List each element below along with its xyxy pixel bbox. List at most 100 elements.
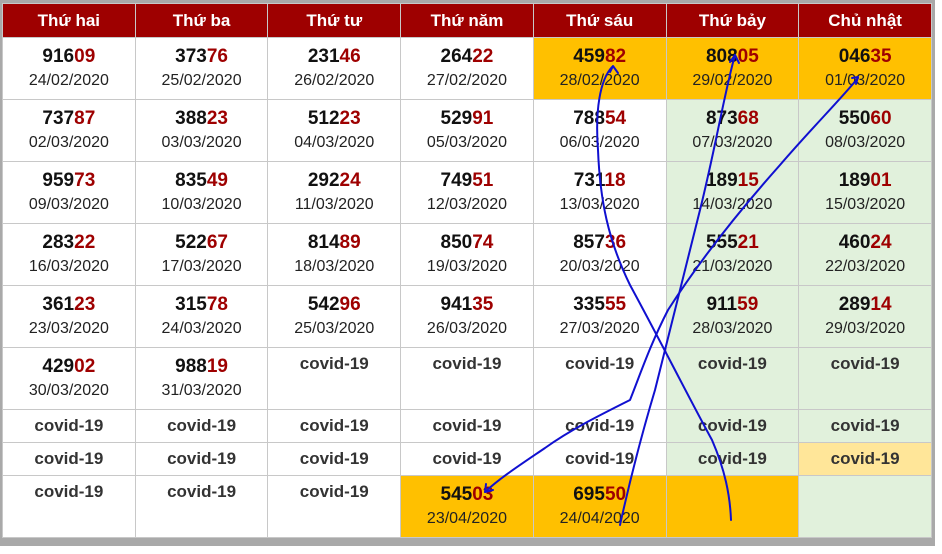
result-leading-digits: 749 — [440, 170, 473, 191]
day-cell: 54296 25/03/2020 — [267, 285, 402, 348]
day-cell: 04635 01/03/2020 — [798, 37, 932, 100]
result-leading-digits: 189 — [838, 170, 871, 191]
covid-placeholder: covid-19 — [167, 416, 237, 435]
result-leading-digits: 373 — [175, 46, 207, 67]
calendar-row: covid-19 covid-19 covid-19 covid-19 covid-19… — [2, 442, 932, 476]
result-last-two-digits: 91 — [472, 108, 494, 129]
draw-date: 12/03/2020 — [426, 196, 507, 213]
day-cell: covid-19 — [798, 442, 932, 476]
result-leading-digits: 857 — [573, 232, 605, 253]
result-number: 31578 — [136, 294, 268, 316]
covid-placeholder: covid-19 — [565, 354, 635, 373]
draw-date: 11/03/2020 — [294, 196, 374, 213]
result-last-two-digits: 23 — [206, 108, 228, 129]
covid-placeholder: covid-19 — [167, 482, 237, 501]
draw-date: 19/03/2020 — [426, 258, 507, 275]
result-leading-digits: 911 — [706, 294, 738, 315]
result-number: 81489 — [268, 232, 400, 254]
result-leading-digits: 542 — [307, 294, 340, 315]
day-cell: 45982 28/02/2020 — [532, 37, 667, 100]
result-last-two-digits: 96 — [339, 294, 361, 315]
covid-placeholder: covid-19 — [34, 482, 104, 501]
result-last-two-digits: 01 — [870, 170, 892, 191]
day-cell: 80805 29/02/2020 — [665, 37, 800, 100]
covid-placeholder: covid-19 — [299, 449, 369, 468]
day-cell: 38823 03/03/2020 — [134, 99, 269, 162]
draw-date: 22/03/2020 — [825, 258, 906, 275]
calendar-row: covid-19 covid-19 covid-19 54503 23/04/2020 6… — [2, 475, 932, 538]
day-cell: covid-19 — [665, 442, 800, 476]
draw-date: 24/04/2020 — [559, 510, 640, 527]
draw-date: 09/03/2020 — [28, 196, 109, 213]
result-leading-digits: 916 — [42, 46, 75, 67]
draw-date: 26/03/2020 — [426, 320, 507, 337]
result-last-two-digits: 87 — [74, 108, 96, 129]
draw-date: 24/03/2020 — [161, 320, 242, 337]
result-leading-digits: 335 — [573, 294, 605, 315]
draw-date: 21/03/2020 — [692, 258, 773, 275]
day-cell: 91609 24/02/2020 — [2, 37, 136, 100]
day-cell: covid-19 — [665, 409, 800, 443]
day-cell: covid-19 — [400, 442, 534, 476]
draw-date: 15/03/2020 — [825, 196, 906, 213]
draw-date: 06/03/2020 — [559, 134, 640, 151]
day-cell: 81489 18/03/2020 — [267, 223, 402, 286]
result-leading-digits: 555 — [705, 232, 738, 253]
day-cell: 87368 07/03/2020 — [665, 99, 800, 162]
result-last-two-digits: 35 — [472, 294, 494, 315]
result-last-two-digits: 67 — [206, 232, 228, 253]
draw-date: 25/02/2020 — [161, 72, 242, 89]
day-cell: covid-19 — [134, 442, 269, 476]
result-last-two-digits: 18 — [604, 170, 626, 191]
result-number: 04635 — [799, 46, 931, 68]
result-number: 87368 — [667, 108, 799, 130]
result-leading-digits: 873 — [705, 108, 738, 129]
covid-placeholder: covid-19 — [432, 449, 502, 468]
result-number: 80805 — [667, 46, 799, 68]
day-cell: covid-19 — [267, 347, 402, 410]
day-cell: 74951 12/03/2020 — [400, 161, 534, 224]
result-number: 91609 — [3, 46, 135, 68]
day-cell: 29224 11/03/2020 — [267, 161, 402, 224]
covid-placeholder: covid-19 — [830, 416, 900, 435]
result-leading-digits: 460 — [838, 232, 871, 253]
calendar-row: covid-19 covid-19 covid-19 covid-19 covid-19… — [2, 409, 932, 443]
calendar-row: 28322 16/03/2020 52267 17/03/2020 81489 18/03… — [2, 223, 932, 286]
result-last-two-digits: 36 — [604, 232, 627, 253]
day-cell: 42902 30/03/2020 — [2, 347, 136, 410]
day-cell: covid-19 — [134, 475, 269, 538]
day-cell: 33555 27/03/2020 — [532, 285, 667, 348]
result-number: 74951 — [401, 170, 533, 192]
covid-placeholder: covid-19 — [432, 354, 502, 373]
calendar-row: 36123 23/03/2020 31578 24/03/2020 54296 25/03… — [2, 285, 932, 348]
result-last-two-digits: 35 — [870, 46, 892, 67]
day-cell: covid-19 — [2, 442, 136, 476]
draw-date: 13/03/2020 — [559, 196, 640, 213]
covid-placeholder: covid-19 — [34, 449, 104, 468]
result-leading-digits: 695 — [573, 484, 605, 505]
covid-placeholder: covid-19 — [299, 354, 369, 373]
draw-date: 17/03/2020 — [161, 258, 242, 275]
day-cell: covid-19 — [2, 409, 136, 443]
covid-placeholder: covid-19 — [167, 449, 237, 468]
result-last-two-digits: 68 — [737, 108, 759, 129]
result-leading-digits: 808 — [705, 46, 738, 67]
day-cell: 46024 22/03/2020 — [798, 223, 932, 286]
result-last-two-digits: 73 — [74, 170, 96, 191]
result-number: 73787 — [3, 108, 135, 130]
result-number: 69550 — [534, 484, 666, 506]
result-number: 37376 — [136, 46, 268, 68]
draw-date: 23/04/2020 — [426, 510, 507, 527]
day-cell: 52267 17/03/2020 — [134, 223, 269, 286]
result-number: 52267 — [136, 232, 268, 254]
result-leading-digits: 361 — [42, 294, 75, 315]
result-leading-digits: 529 — [440, 108, 473, 129]
result-number: 73118 — [534, 170, 666, 192]
day-cell: 28914 29/03/2020 — [798, 285, 932, 348]
result-number: 95973 — [3, 170, 135, 192]
weekday-header-row: Thứ hai Thứ ba Thứ tư Thứ năm Thứ sáu Th… — [2, 3, 932, 38]
day-cell: covid-19 — [267, 442, 402, 476]
result-number: 52991 — [401, 108, 533, 130]
day-cell: 37376 25/02/2020 — [134, 37, 269, 100]
result-number: 46024 — [799, 232, 931, 254]
